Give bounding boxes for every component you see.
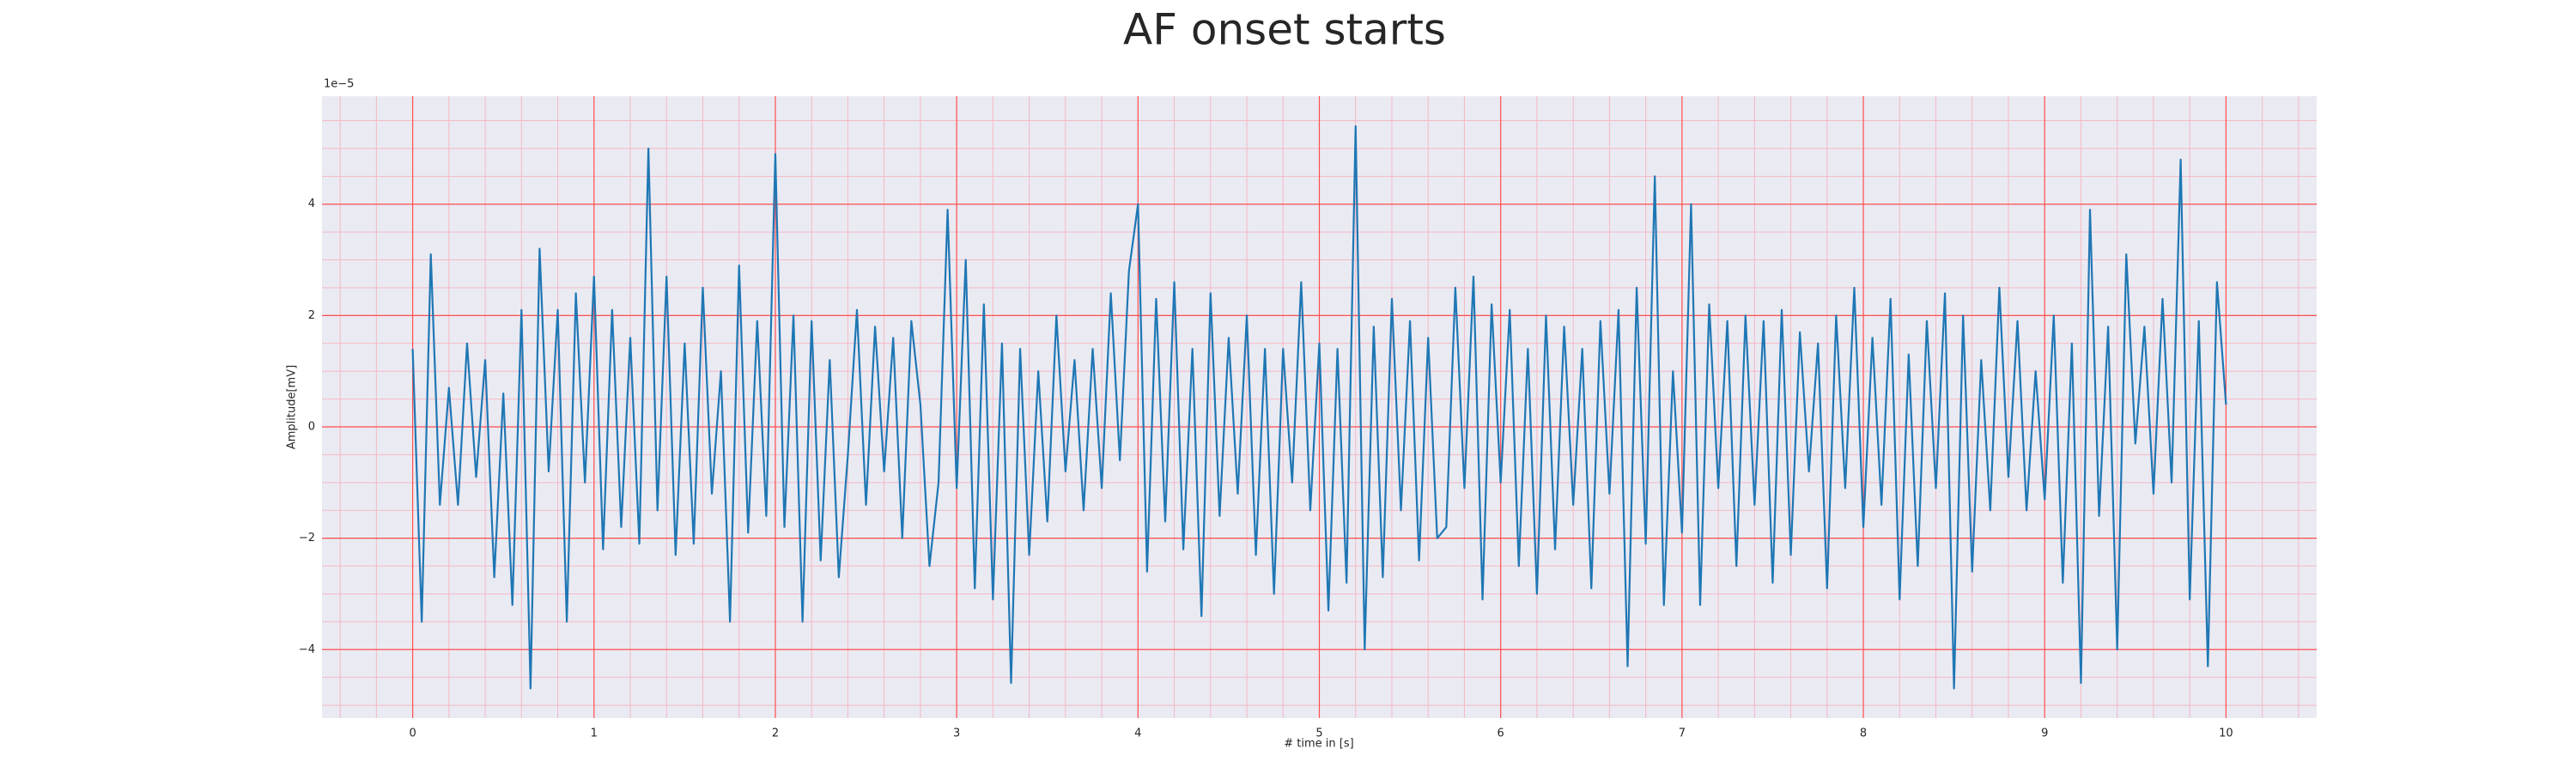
x-tick-label: 9 [2041, 727, 2048, 740]
y-tick-label: 0 [308, 421, 315, 434]
y-tick-label: 2 [308, 309, 315, 322]
y-tick-label: 4 [308, 198, 315, 210]
x-tick-label: 5 [1315, 727, 1322, 740]
x-tick-label: 7 [1679, 727, 1686, 740]
x-tick-label: 1 [591, 727, 598, 740]
x-tick-label: 6 [1498, 727, 1504, 740]
y-offset-label: 1e−5 [324, 78, 354, 91]
chart-title: AF onset starts [1123, 5, 1446, 55]
y-axis-label: Amplitude[mV] [286, 365, 299, 449]
y-tick-label: −2 [299, 532, 315, 545]
y-tick-label: −4 [299, 643, 315, 656]
x-axis-label: # time in [s] [1284, 738, 1353, 751]
x-tick-label: 3 [953, 727, 960, 740]
x-tick-label: 8 [1860, 727, 1867, 740]
x-tick-label: 4 [1134, 727, 1141, 740]
x-tick-label: 2 [772, 727, 779, 740]
signal-line [411, 125, 2227, 690]
x-tick-label: 0 [409, 727, 416, 740]
x-tick-label: 10 [2219, 727, 2233, 740]
